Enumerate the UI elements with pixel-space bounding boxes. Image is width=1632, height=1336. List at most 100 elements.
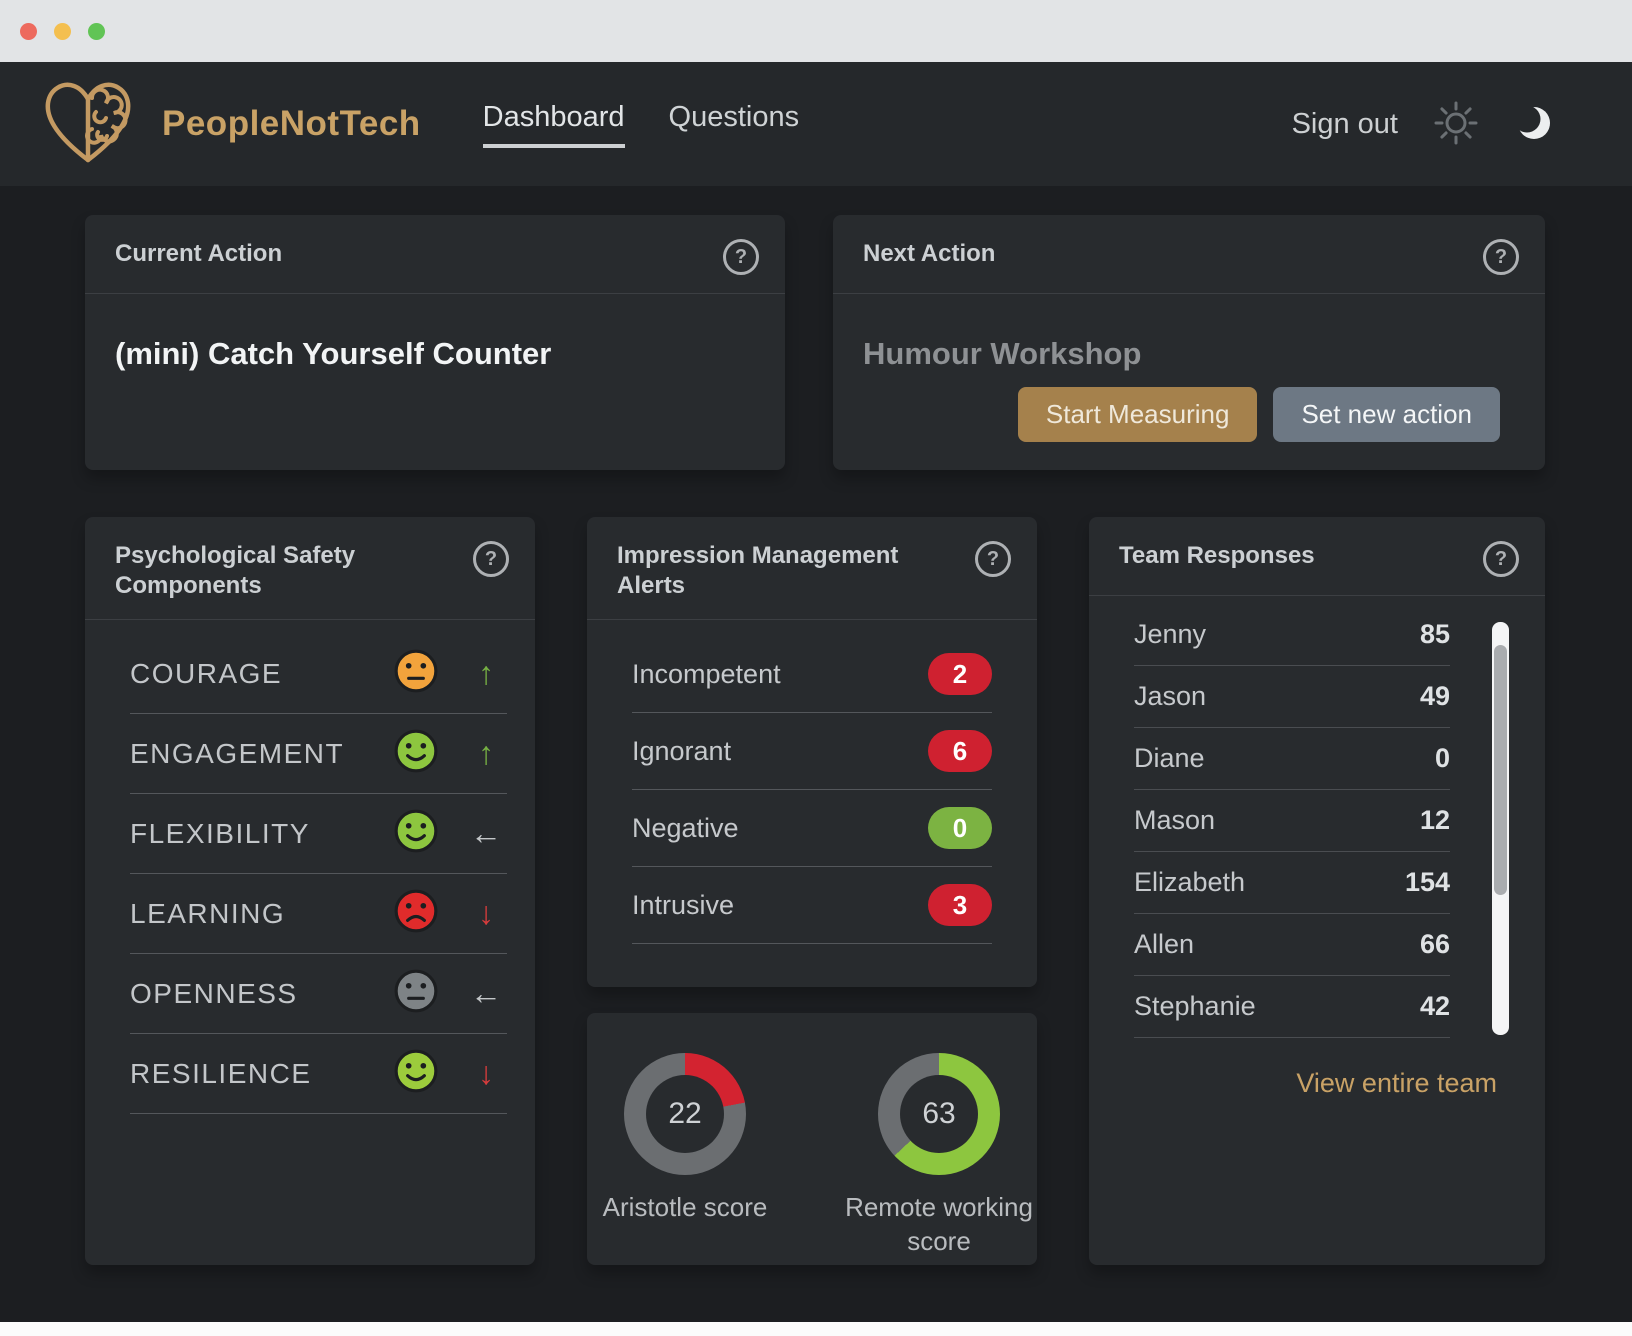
help-icon[interactable]: ? [975,541,1011,577]
donut-value: 22 [668,1097,702,1130]
main-nav: Dashboard Questions [482,100,800,148]
impression-alert-row: Intrusive 3 [632,867,992,944]
app-header: PeopleNotTech Dashboard Questions Sign o… [0,62,1632,186]
team-member-name: Mason [1134,805,1216,835]
team-responses-title: Team Responses [1119,542,1315,569]
alert-count-badge: 6 [928,730,992,772]
brand-name: PeopleNotTech [162,104,421,143]
impression-alerts-title: Impression Management Alerts [617,542,899,599]
psych-safety-row: FLEXIBILITY ← [130,794,507,874]
set-new-action-button[interactable]: Set new action [1273,387,1500,442]
brand: PeopleNotTech [40,76,421,173]
team-member-responses: 49 [1419,681,1450,711]
scores-body: 22 Aristotle score 63 Remote working sco… [587,1013,1037,1265]
score-donut: 22 Aristotle score [590,1053,780,1225]
light-mode-button[interactable] [1432,99,1480,150]
help-icon[interactable]: ? [473,541,509,577]
current-action-card: Current Action ? (mini) Catch Yourself C… [85,215,785,470]
scores-card: 22 Aristotle score 63 Remote working sco… [587,1013,1037,1265]
team-responses-card: Team Responses ? Jenny 85 Jason 49 Diane… [1089,517,1545,1265]
heart-brain-logo-icon [40,76,136,173]
dark-mode-button[interactable] [1514,101,1554,147]
trend-up-arrow-icon: ↑ [478,655,494,691]
help-icon[interactable]: ? [723,239,759,275]
close-window-button[interactable] [20,22,37,40]
happy-face-icon [393,1048,439,1099]
neutral-face-icon [393,968,439,1019]
donut-chart: 22 [624,1053,746,1175]
sign-out-link[interactable]: Sign out [1291,107,1398,140]
impression-alert-row: Negative 0 [632,790,992,867]
next-action-value: Humour Workshop [863,336,1142,371]
sad-face-icon [393,888,439,939]
team-member-name: Jenny [1134,619,1207,649]
psych-component-label: OPENNESS [130,977,298,1009]
trend-down-arrow-icon: ↓ [478,895,494,931]
psych-component-label: RESILIENCE [130,1057,312,1089]
trend-down-arrow-icon: ↓ [478,1055,494,1091]
psych-component-label: LEARNING [130,897,286,929]
trend-left-arrow-icon: ← [470,815,502,851]
psych-safety-card: Psychological Safety Components ? COURAG… [85,517,535,1265]
impression-alerts-list: Incompetent 2 Ignorant 6 Negative 0 Intr… [587,620,1037,944]
donut-label: Aristotle score [602,1192,768,1222]
maximize-window-button[interactable] [88,22,105,40]
impression-alerts-card: Impression Management Alerts ? Incompete… [587,517,1037,987]
trend-left-arrow-icon: ← [470,975,502,1011]
current-action-title: Current Action [115,240,283,267]
team-member-name: Stephanie [1134,991,1256,1021]
psych-component-label: COURAGE [130,657,283,689]
next-action-card: Next Action ? Humour Workshop Start Meas… [833,215,1545,470]
impression-alert-row: Incompetent 2 [632,636,992,713]
team-member-name: Allen [1134,929,1195,959]
team-member-responses: 66 [1419,929,1450,959]
team-response-row: Allen 66 [1134,914,1450,976]
help-icon[interactable]: ? [1483,541,1519,577]
alert-label: Incompetent [632,658,781,689]
team-member-responses: 85 [1419,619,1450,649]
psych-safety-row: ENGAGEMENT ↑ [130,714,507,794]
alert-count-badge: 2 [928,653,992,695]
team-response-row: Stephanie 42 [1134,976,1450,1038]
minimize-window-button[interactable] [54,22,71,40]
donut-value: 63 [922,1097,956,1130]
current-action-value: (mini) Catch Yourself Counter [115,336,552,371]
impression-alert-row: Ignorant 6 [632,713,992,790]
psych-safety-list: COURAGE ↑ ENGAGEMENT ↑ FLEXIBILITY [85,620,535,1114]
nav-dashboard[interactable]: Dashboard [482,101,625,148]
window-bottom-strip [0,1322,1632,1336]
score-donut: 63 Remote working score [844,1053,1034,1259]
alert-label: Intrusive [632,889,735,920]
happy-face-icon [393,728,439,779]
team-response-row: Elizabeth 154 [1134,852,1450,914]
psych-safety-row: RESILIENCE ↓ [130,1034,507,1114]
alert-count-badge: 3 [928,884,992,926]
alert-label: Ignorant [632,735,732,766]
psych-safety-row: OPENNESS ← [130,954,507,1034]
sun-icon [1432,99,1480,150]
happy-face-icon [393,808,439,859]
trend-up-arrow-icon: ↑ [478,735,494,771]
team-response-row: Mason 12 [1134,790,1450,852]
next-action-title: Next Action [863,240,996,267]
donut-chart: 63 [878,1053,1000,1175]
team-member-responses: 154 [1404,867,1450,897]
team-member-responses: 0 [1434,743,1450,773]
help-icon[interactable]: ? [1483,239,1519,275]
neutral-face-icon [393,648,439,699]
psych-safety-row: COURAGE ↑ [130,634,507,714]
team-response-row: Jason 49 [1134,666,1450,728]
alert-label: Negative [632,812,739,843]
dashboard-main: Current Action ? (mini) Catch Yourself C… [0,186,1632,1265]
alert-count-badge: 0 [928,807,992,849]
team-member-name: Diane [1134,743,1205,773]
team-response-row: Jenny 85 [1134,604,1450,666]
team-list-scrollbar-track[interactable] [1492,622,1509,1035]
psych-safety-title: Psychological Safety Components [115,542,356,599]
moon-icon [1514,101,1554,147]
team-list-scrollbar-thumb[interactable] [1494,645,1507,895]
team-member-name: Jason [1134,681,1207,711]
start-measuring-button[interactable]: Start Measuring [1017,387,1258,442]
nav-questions[interactable]: Questions [668,100,800,133]
view-entire-team-link[interactable]: View entire team [1296,1068,1497,1098]
